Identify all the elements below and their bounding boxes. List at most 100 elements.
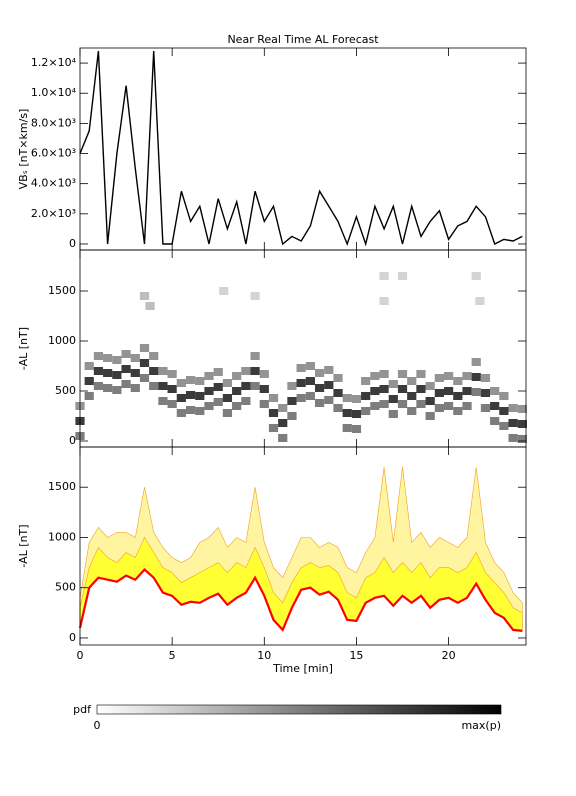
heatmap-cell bbox=[296, 364, 306, 372]
colorbar-min-label: 0 bbox=[94, 719, 101, 732]
heatmap-cell bbox=[158, 367, 168, 375]
heatmap-cell bbox=[84, 392, 94, 400]
y-tick-label: 1500 bbox=[48, 480, 76, 493]
heatmap-cell bbox=[185, 406, 196, 414]
data-line bbox=[79, 50, 523, 247]
heatmap-cell bbox=[278, 404, 288, 412]
heatmap-cell bbox=[84, 377, 94, 385]
heatmap-cell bbox=[425, 397, 435, 405]
heatmap-cell bbox=[324, 396, 334, 404]
x-tick-label: 10 bbox=[257, 649, 271, 662]
heatmap-cell bbox=[112, 371, 122, 379]
heatmap-cell bbox=[158, 397, 168, 405]
y-tick-label: 0 bbox=[69, 237, 76, 250]
heatmap-cell bbox=[480, 374, 491, 382]
y-tick-label: 1.2×10⁴ bbox=[31, 56, 77, 69]
heatmap-cell bbox=[416, 385, 426, 393]
y-tick-label: 500 bbox=[55, 581, 76, 594]
heatmap-cell bbox=[342, 409, 352, 417]
heatmap-cell bbox=[517, 405, 527, 413]
heatmap-cell bbox=[93, 367, 104, 375]
heatmap-cell bbox=[103, 369, 113, 377]
heatmap-cell bbox=[121, 365, 131, 373]
heatmap-cell bbox=[241, 397, 251, 405]
heatmap-cell bbox=[222, 379, 233, 387]
heatmap-cell bbox=[416, 400, 426, 408]
heatmap-cell bbox=[443, 402, 454, 410]
heatmap-cell bbox=[222, 394, 233, 402]
heatmap-cell bbox=[130, 369, 140, 377]
heatmap-cell bbox=[145, 302, 155, 310]
heatmap-cell bbox=[241, 382, 251, 390]
heatmap-cell bbox=[176, 394, 186, 402]
x-axis-label: Time [min] bbox=[272, 662, 333, 675]
heatmap-cell bbox=[213, 398, 223, 406]
heatmap-cell bbox=[342, 394, 352, 402]
heatmap-cell bbox=[388, 395, 398, 403]
heatmap-cell bbox=[314, 369, 325, 377]
heatmap-cell bbox=[324, 366, 334, 374]
heatmap-cell bbox=[93, 352, 104, 360]
heatmap-cell bbox=[462, 387, 472, 395]
heatmap-cell bbox=[195, 392, 205, 400]
heatmap-cell bbox=[351, 410, 362, 418]
heatmap-cell bbox=[517, 420, 527, 428]
heatmap-cell bbox=[388, 410, 398, 418]
colorbar bbox=[96, 704, 502, 715]
heatmap-cell bbox=[103, 354, 113, 362]
heatmap-cell bbox=[342, 424, 352, 432]
heatmap-cell bbox=[453, 392, 463, 400]
heatmap-cell bbox=[305, 362, 315, 370]
y-tick-label: 1.0×10⁴ bbox=[31, 86, 77, 99]
heatmap-cell bbox=[130, 384, 140, 392]
heatmap-cell bbox=[379, 297, 389, 305]
heatmap-cell bbox=[314, 399, 325, 407]
heatmap-cell bbox=[517, 435, 527, 443]
heatmap-cell bbox=[397, 370, 408, 378]
heatmap-cell bbox=[139, 359, 150, 367]
heatmap-cell bbox=[508, 404, 518, 412]
y-tick-label: 0 bbox=[69, 434, 76, 447]
y-axis-label: VBₛ [nT×km/s] bbox=[17, 109, 30, 190]
heatmap-cell bbox=[471, 272, 481, 280]
heatmap-cell bbox=[84, 362, 94, 370]
y-tick-label: 4.0×10³ bbox=[31, 177, 76, 190]
heatmap-cell bbox=[361, 407, 371, 415]
x-tick-label: 20 bbox=[442, 649, 456, 662]
colorbar-max-label: max(p) bbox=[461, 719, 501, 732]
heatmap-cell bbox=[112, 356, 122, 364]
heatmap-cell bbox=[130, 354, 140, 362]
heatmap-cell bbox=[490, 402, 500, 410]
heatmap-cell bbox=[480, 389, 491, 397]
heatmap-cell bbox=[407, 407, 417, 415]
panel-frame bbox=[79, 446, 527, 646]
y-tick-label: 1000 bbox=[48, 334, 76, 347]
heatmap-cell bbox=[213, 383, 223, 391]
heatmap-cell bbox=[296, 394, 306, 402]
heatmap-cell bbox=[508, 419, 518, 427]
heatmap-cell bbox=[499, 392, 509, 400]
heatmap-cell bbox=[333, 389, 343, 397]
heatmap-cell bbox=[314, 384, 325, 392]
heatmap-cell bbox=[268, 394, 279, 402]
heatmap-cell bbox=[490, 417, 500, 425]
heatmap-cell bbox=[112, 386, 122, 394]
heatmap-cell bbox=[204, 402, 214, 410]
heatmap-cell bbox=[305, 377, 315, 385]
heatmap-cell bbox=[361, 377, 371, 385]
heatmap-cell bbox=[434, 374, 444, 382]
heatmap-cell bbox=[167, 370, 177, 378]
heatmap-cell bbox=[250, 352, 260, 360]
x-tick-label: 15 bbox=[349, 649, 363, 662]
heatmap-cell bbox=[176, 409, 186, 417]
heatmap-cell bbox=[508, 434, 518, 442]
heatmap-cell bbox=[397, 385, 408, 393]
heatmap-cell bbox=[93, 382, 104, 390]
heatmap-cell bbox=[324, 381, 334, 389]
heatmap-cell bbox=[158, 382, 168, 390]
heatmap-cell bbox=[425, 412, 435, 420]
heatmap-cell bbox=[259, 370, 269, 378]
heatmap-cell bbox=[296, 379, 306, 387]
x-tick-label: 0 bbox=[77, 649, 84, 662]
heatmap-cell bbox=[287, 397, 297, 405]
